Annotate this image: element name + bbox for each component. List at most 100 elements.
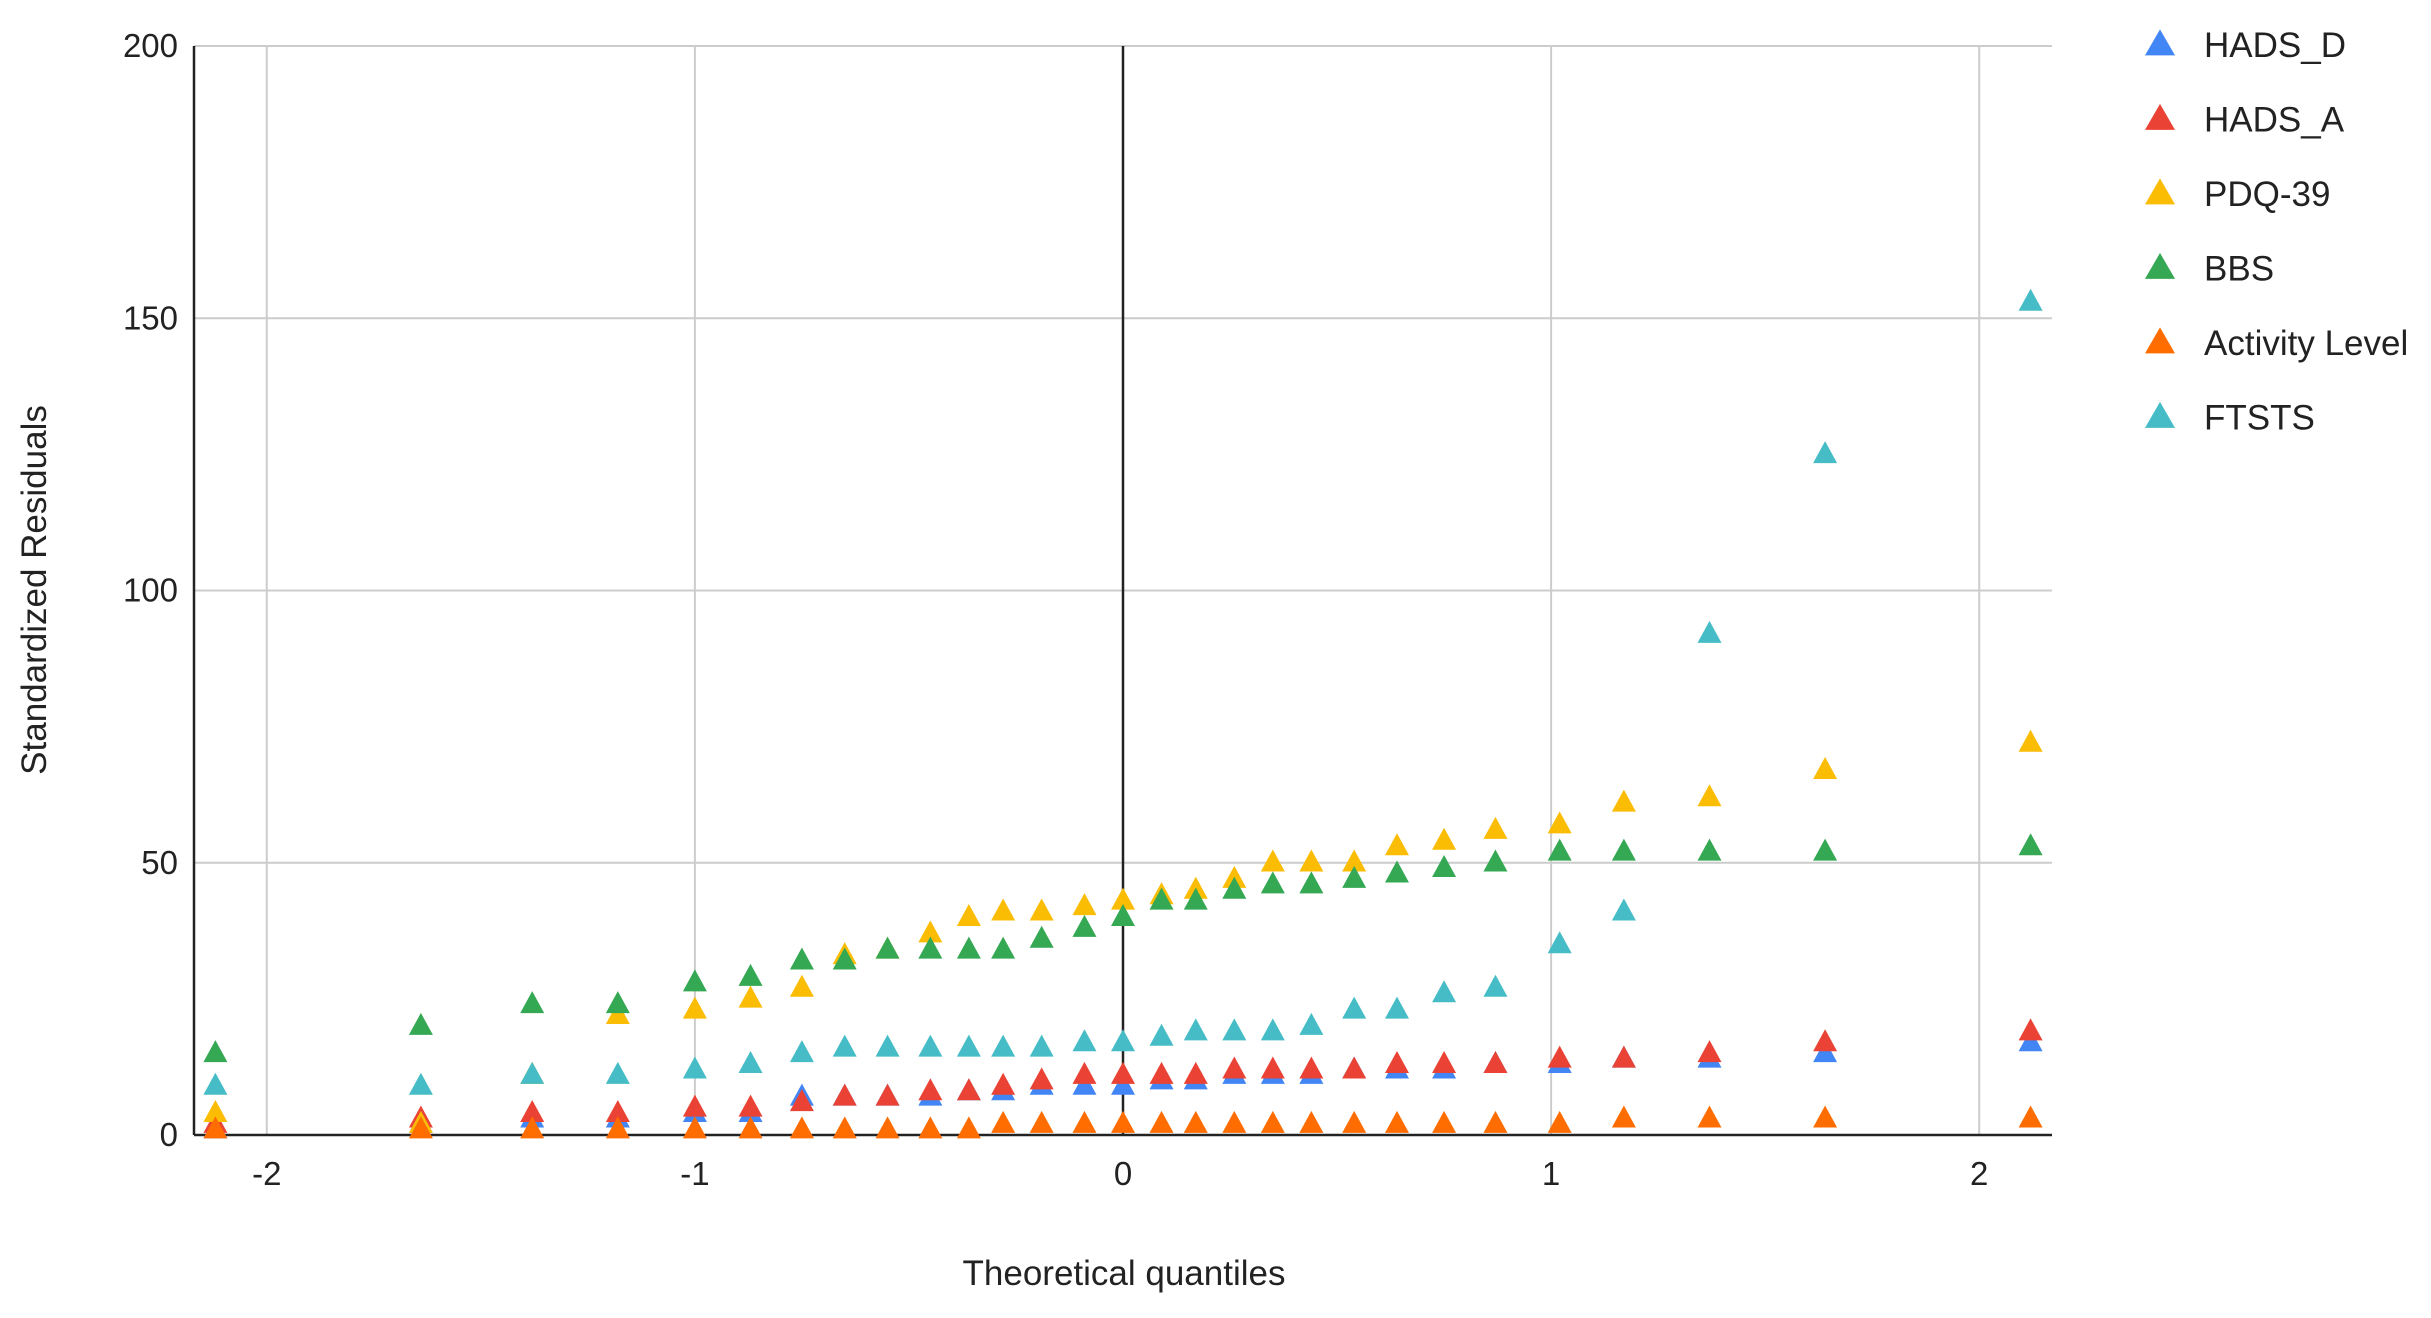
- data-point-ftsts: [1697, 620, 1722, 643]
- legend-marker-activity-level: [2145, 327, 2175, 354]
- legend-label-ftsts: FTSTS: [2204, 399, 2315, 438]
- data-point-activity-level: [1111, 1110, 1135, 1133]
- legend-item-bbs: BBS: [2145, 250, 2274, 289]
- data-point-pdq-39: [1432, 827, 1457, 850]
- legend-label-activity-level: Activity Level: [2204, 324, 2408, 363]
- data-point-hads-a: [1342, 1056, 1367, 1079]
- x-tick-label: 0: [1114, 1155, 1132, 1192]
- y-tick-label: 150: [123, 299, 178, 336]
- data-point-pdq-39: [2018, 729, 2043, 752]
- data-point-ftsts: [1222, 1018, 1247, 1041]
- legend: HADS_D HADS_A PDQ-39 BBS Activity Level FTSTS: [2145, 26, 2408, 438]
- data-point-hads-a: [1029, 1067, 1054, 1090]
- data-point-activity-level: [738, 1116, 763, 1139]
- data-point-ftsts: [1149, 1023, 1174, 1046]
- data-point-pdq-39: [738, 985, 763, 1008]
- data-point-activity-level: [956, 1116, 981, 1139]
- data-point-hads-a: [1547, 1045, 1572, 1068]
- legend-item-hads-d: HADS_D: [2145, 26, 2346, 65]
- data-point-bbs: [1432, 854, 1457, 877]
- data-point-hads-a: [1432, 1051, 1457, 1074]
- legend-marker-hads-a: [2145, 103, 2175, 130]
- data-point-pdq-39: [1813, 756, 1838, 779]
- series-bbs: [203, 833, 2043, 1063]
- y-axis-title: Standardized Residuals: [15, 405, 54, 775]
- data-point-bbs: [875, 936, 900, 959]
- data-point-hads-a: [1299, 1056, 1324, 1079]
- data-point-bbs: [1384, 860, 1409, 883]
- data-point-activity-level: [1260, 1110, 1285, 1133]
- data-point-pdq-39: [956, 904, 981, 926]
- data-point-hads-a: [991, 1072, 1016, 1095]
- data-point-pdq-39: [1547, 811, 1572, 834]
- data-point-pdq-39: [203, 1100, 228, 1123]
- data-point-activity-level: [1072, 1110, 1097, 1133]
- data-point-bbs: [789, 947, 814, 970]
- data-point-ftsts: [2018, 288, 2043, 311]
- legend-item-hads-a: HADS_A: [2145, 101, 2345, 140]
- data-point-activity-level: [1149, 1110, 1174, 1133]
- data-point-pdq-39: [1611, 789, 1636, 812]
- data-point-bbs: [520, 991, 545, 1014]
- data-point-ftsts: [1299, 1012, 1324, 1035]
- x-tick-label: 2: [1970, 1155, 1988, 1192]
- data-point-hads-a: [1183, 1061, 1208, 1084]
- data-point-bbs: [1697, 838, 1722, 861]
- data-point-bbs: [203, 1040, 228, 1063]
- tick-labels: 0 50 100 150 200 -2 -1 0 1 2: [123, 27, 1988, 1192]
- data-point-pdq-39: [1384, 833, 1409, 856]
- data-point-activity-level: [875, 1116, 900, 1139]
- data-point-ftsts: [1111, 1029, 1135, 1052]
- x-axis-title: Theoretical quantiles: [963, 1254, 1286, 1293]
- data-point-ftsts: [1813, 441, 1838, 464]
- data-point-activity-level: [1483, 1110, 1508, 1133]
- y-tick-label: 0: [160, 1116, 178, 1153]
- data-point-ftsts: [1611, 898, 1636, 921]
- data-point-hads-a: [1260, 1056, 1285, 1079]
- data-point-ftsts: [1342, 996, 1367, 1019]
- data-point-ftsts: [203, 1072, 228, 1095]
- data-point-hads-a: [1611, 1045, 1636, 1068]
- data-point-bbs: [682, 969, 707, 992]
- data-point-ftsts: [682, 1056, 707, 1079]
- data-point-ftsts: [1183, 1018, 1208, 1041]
- data-point-pdq-39: [1260, 849, 1285, 872]
- data-point-ftsts: [1547, 931, 1572, 954]
- data-point-hads-a: [605, 1100, 630, 1123]
- data-point-bbs: [1547, 838, 1572, 861]
- data-point-bbs: [1260, 871, 1285, 894]
- data-point-ftsts: [1384, 996, 1409, 1019]
- data-point-ftsts: [1029, 1034, 1054, 1057]
- data-point-activity-level: [1384, 1110, 1409, 1133]
- data-point-ftsts: [1072, 1029, 1097, 1052]
- data-point-hads-a: [682, 1094, 707, 1117]
- data-point-hads-a: [956, 1078, 981, 1101]
- data-point-activity-level: [789, 1116, 814, 1139]
- data-point-bbs: [1183, 887, 1208, 910]
- data-point-activity-level: [1222, 1110, 1247, 1133]
- data-point-bbs: [1222, 876, 1247, 899]
- data-point-hads-a: [789, 1089, 814, 1112]
- data-point-activity-level: [1547, 1110, 1572, 1133]
- data-point-bbs: [991, 936, 1016, 959]
- data-point-activity-level: [1611, 1105, 1636, 1128]
- data-point-hads-a: [1384, 1051, 1409, 1074]
- data-point-hads-a: [1813, 1029, 1838, 1052]
- data-point-ftsts: [875, 1034, 900, 1057]
- data-point-bbs: [1299, 871, 1324, 894]
- legend-label-hads-a: HADS_A: [2204, 101, 2345, 140]
- data-point-hads-a: [918, 1078, 943, 1101]
- data-point-ftsts: [991, 1034, 1016, 1057]
- legend-label-bbs: BBS: [2204, 250, 2274, 289]
- legend-label-pdq-39: PDQ-39: [2204, 175, 2330, 214]
- data-point-ftsts: [1260, 1018, 1285, 1041]
- data-point-bbs: [918, 936, 943, 959]
- data-point-activity-level: [1342, 1110, 1367, 1133]
- data-point-bbs: [738, 963, 763, 986]
- x-tick-label: -2: [252, 1155, 281, 1192]
- data-point-activity-level: [682, 1116, 707, 1139]
- legend-marker-ftsts: [2145, 401, 2175, 428]
- y-tick-label: 200: [123, 27, 178, 64]
- data-point-activity-level: [1029, 1110, 1054, 1133]
